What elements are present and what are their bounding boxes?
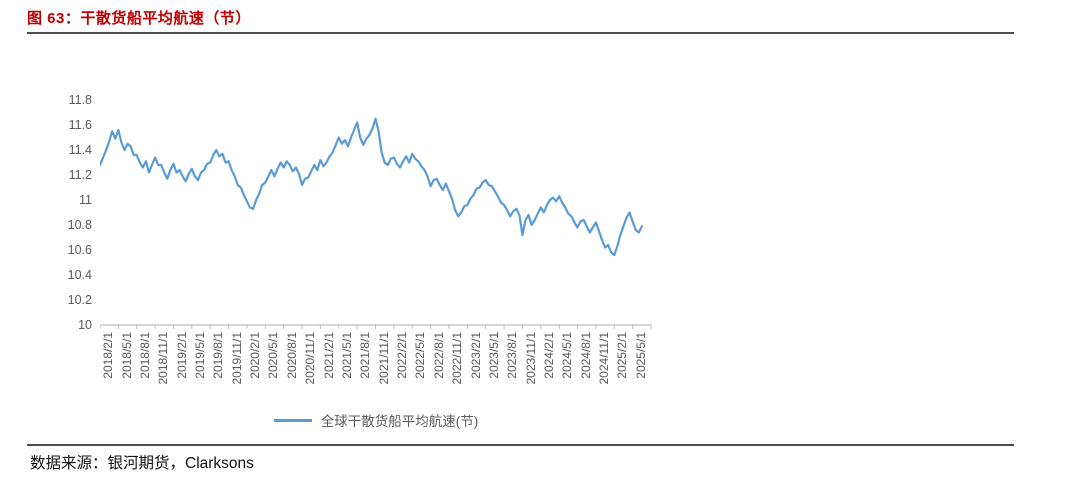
- x-tick-label: 2018/2/1: [101, 332, 116, 379]
- x-tick-label: 2024/11/1: [597, 332, 612, 385]
- x-tick-label: 2019/8/1: [211, 332, 226, 379]
- x-tick-label: 2024/5/1: [560, 332, 575, 379]
- x-tick-label: 2019/5/1: [193, 332, 208, 379]
- x-tick-label: 2021/5/1: [339, 332, 354, 379]
- x-tick-label: 2023/11/1: [523, 332, 538, 385]
- x-tick-label: 2022/2/1: [395, 332, 410, 379]
- y-tick-label: 11.4: [68, 143, 92, 157]
- x-tick-label: 2020/11/1: [303, 332, 318, 385]
- x-tick-label: 2021/8/1: [358, 332, 373, 379]
- legend-line-swatch: [273, 418, 312, 422]
- x-tick-label: 2018/8/1: [137, 332, 152, 379]
- x-tick-label: 2020/2/1: [248, 332, 263, 379]
- top-rule: [27, 32, 1014, 34]
- x-tick-label: 2020/5/1: [266, 332, 281, 379]
- plot-area: [100, 117, 652, 329]
- x-tick-label: 2019/2/1: [174, 332, 189, 379]
- x-tick-label: 2023/2/1: [468, 332, 483, 379]
- x-tick-label: 2024/2/1: [541, 332, 556, 379]
- x-tick-label: 2025/2/1: [615, 332, 630, 379]
- figure-title: 图 63：干散货船平均航速（节）: [27, 10, 251, 27]
- series-line-avg-speed: [100, 117, 643, 257]
- y-tick-label: 10.8: [67, 218, 92, 232]
- x-tick-label: 2024/8/1: [578, 332, 593, 379]
- x-tick-label: 2018/11/1: [156, 332, 171, 385]
- legend-label: 全球干散货船平均航速(节): [320, 414, 479, 429]
- y-tick-label: 11.2: [68, 168, 92, 182]
- y-tick-label: 10.6: [67, 243, 92, 257]
- x-tick-label: 2022/11/1: [450, 332, 465, 385]
- x-tick-label: 2018/5/1: [119, 332, 134, 379]
- x-tick-label: 2023/8/1: [505, 332, 520, 379]
- x-tick-label: 2022/8/1: [431, 332, 446, 379]
- x-tick-label: 2020/8/1: [284, 332, 299, 379]
- x-tick-label: 2019/11/1: [229, 332, 244, 385]
- y-tick-label: 11.8: [68, 93, 92, 107]
- chart-legend: 全球干散货船平均航速(节): [100, 410, 652, 430]
- y-tick-label: 11.6: [68, 118, 92, 132]
- y-tick-label: 10.4: [67, 268, 92, 282]
- y-tick-label: 10: [78, 318, 92, 332]
- x-tick-label: 2021/11/1: [376, 332, 391, 385]
- x-tick-label: 2021/2/1: [321, 332, 336, 379]
- x-tick-label: 2023/5/1: [486, 332, 501, 379]
- x-tick-label: 2025/5/1: [633, 332, 648, 379]
- y-tick-label: 11: [79, 193, 92, 207]
- x-tick-label: 2022/5/1: [413, 332, 428, 379]
- bottom-rule: [27, 444, 1014, 446]
- data-source-text: 数据来源：银河期货，Clarksons: [30, 455, 254, 472]
- y-tick-label: 10.2: [67, 293, 92, 307]
